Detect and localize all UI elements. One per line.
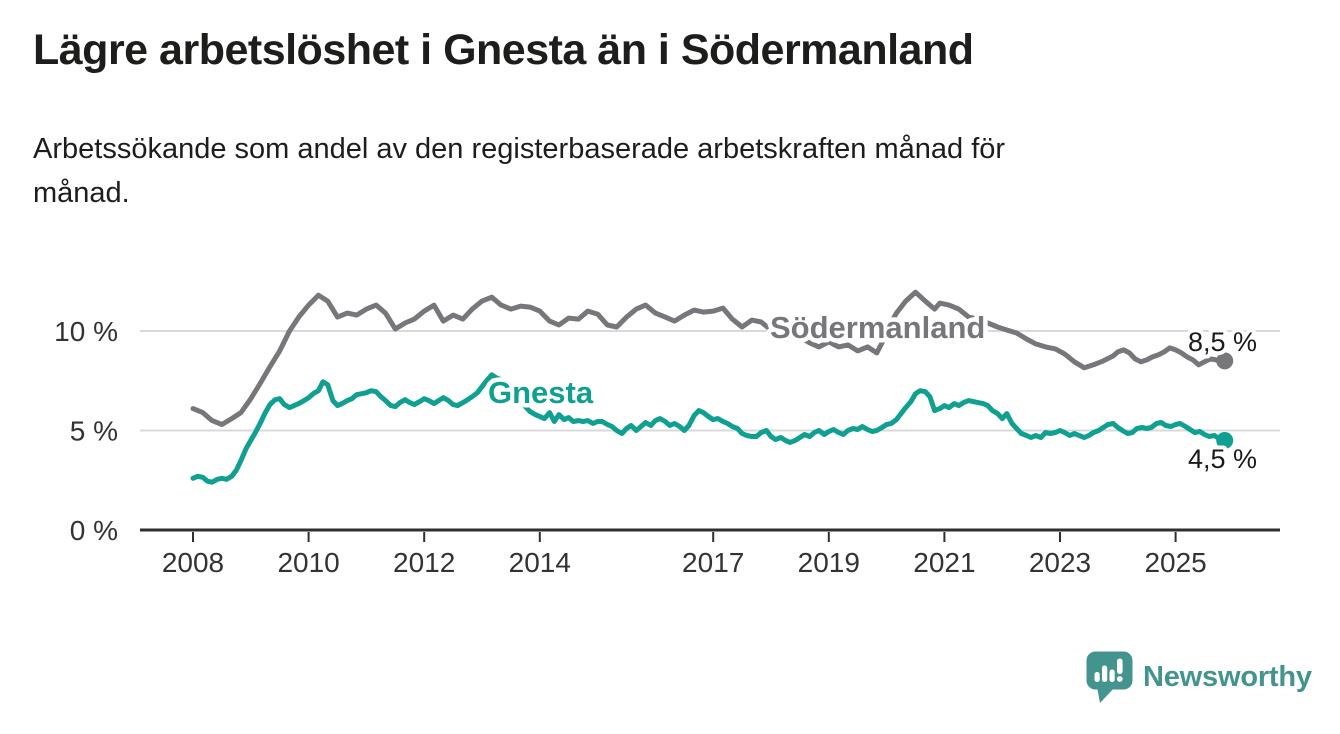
x-axis-tick-label: 2025 — [1144, 547, 1206, 578]
series-label-0: Södermanland — [770, 310, 985, 345]
series-end-dot-1 — [1216, 431, 1234, 449]
chart-title: Lägre arbetslöshet i Gnesta än i Söderma… — [33, 26, 974, 74]
bar-chart-bar-3 — [1109, 669, 1115, 682]
series-end-dot-0 — [1216, 352, 1234, 370]
x-axis-tick-label: 2014 — [509, 547, 571, 578]
y-axis-tick-label: 5 % — [70, 416, 118, 447]
bar-chart-bar-1 — [1094, 671, 1100, 682]
series-line-0 — [190, 289, 1228, 427]
newsworthy-logo-text: Newsworthy — [1143, 660, 1312, 693]
exclamation-dot — [1116, 675, 1123, 682]
series-label-1: Gnesta — [488, 375, 594, 410]
x-axis-tick-label: 2010 — [277, 547, 339, 578]
series-line-1 — [190, 372, 1228, 485]
newsworthy-logo-icon — [1086, 651, 1133, 703]
chart-subtitle: Arbetssökande som andel av den registerb… — [33, 128, 1005, 215]
bar-chart-bar-2 — [1102, 665, 1108, 682]
series-end-value-label-0: 8,5 % — [1188, 327, 1257, 357]
newsworthy-logo: Newsworthy — [1086, 650, 1312, 704]
speech-bubble-tail — [1097, 686, 1115, 703]
x-axis-tick-label: 2019 — [798, 547, 860, 578]
series-end-value-label-1: 4,5 % — [1188, 444, 1257, 474]
y-axis-tick-label: 10 % — [54, 316, 118, 347]
x-axis-tick-label: 2017 — [682, 547, 744, 578]
x-axis-tick-label: 2008 — [162, 547, 224, 578]
subtitle-line-2: månad. — [33, 176, 130, 209]
x-axis-tick-label: 2021 — [913, 547, 975, 578]
exclamation-bar — [1117, 658, 1123, 674]
x-axis-tick-label: 2023 — [1029, 547, 1091, 578]
subtitle-line-1: Arbetssökande som andel av den registerb… — [33, 133, 1006, 165]
y-axis-tick-label: 0 % — [70, 515, 118, 546]
x-axis-tick-label: 2012 — [393, 547, 455, 578]
